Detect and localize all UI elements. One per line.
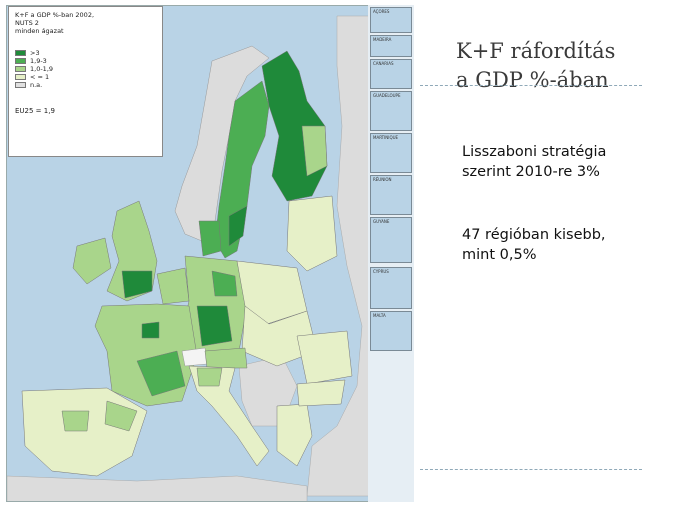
legend-item-label: < = 1 <box>30 73 50 81</box>
legend-item: >3 <box>15 49 156 57</box>
legend-title-line-2: NUTS 2 <box>15 19 39 27</box>
inset-guyane: GUYANE <box>370 217 412 263</box>
legend-title-line-3: minden ágazat <box>15 27 64 35</box>
legend-item-label: >3 <box>30 49 40 57</box>
inset-canarias: CANARIAS <box>370 59 412 89</box>
legend-item: 1,9-3 <box>15 57 156 65</box>
legend-item: n.a. <box>15 81 156 89</box>
bottom-divider <box>420 469 642 470</box>
regions-below-line-1: 47 régióban kisebb, <box>462 227 606 243</box>
regions-below-line-2: mint 0,5% <box>462 247 537 263</box>
legend-title-line-1: K+F a GDP %-ban 2002, <box>15 11 95 19</box>
legend-swatch <box>15 50 26 56</box>
legend-swatch <box>15 74 26 80</box>
inset-label: AÇORES <box>373 9 390 14</box>
inset-label: CANARIAS <box>373 61 394 66</box>
inset-label: GUADELOUPE <box>373 93 401 98</box>
slide-title-line-1: K+F ráfordítás <box>456 39 616 63</box>
inset-reunion: RÉUNION <box>370 175 412 215</box>
legend-items: >3 1,9-3 1,0-1,9 < = 1 n.a. <box>15 49 156 89</box>
lisbon-strategy-text: Lisszaboni stratégia szerint 2010-re 3% <box>462 142 606 182</box>
inset-martinique: MARTINIQUE <box>370 133 412 173</box>
inset-madeira: MADEIRA <box>370 35 412 57</box>
inset-label: GUYANE <box>373 219 390 224</box>
legend-swatch <box>15 82 26 88</box>
eu-average-note: EU25 = 1,9 <box>15 107 55 115</box>
inset-guadeloupe: GUADELOUPE <box>370 91 412 131</box>
legend-swatch <box>15 66 26 72</box>
legend-item-label: 1,0-1,9 <box>30 65 54 73</box>
legend-swatch <box>15 58 26 64</box>
map-legend: K+F a GDP %-ban 2002, NUTS 2 minden ágaz… <box>8 6 163 157</box>
legend-item-label: 1,9-3 <box>30 57 47 65</box>
inset-acores: AÇORES <box>370 7 412 33</box>
inset-malta: MALTA <box>370 311 412 351</box>
inset-label: CYPRUS <box>373 269 389 274</box>
inset-label: MALTA <box>373 313 386 318</box>
inset-cyprus: CYPRUS <box>370 267 412 309</box>
inset-maps-column: AÇORES MADEIRA CANARIAS GUADELOUPE MARTI… <box>368 5 414 502</box>
lisbon-strategy-line-1: Lisszaboni stratégia <box>462 144 607 160</box>
inset-label: MARTINIQUE <box>373 135 399 140</box>
inset-label: RÉUNION <box>373 177 392 182</box>
lisbon-strategy-line-2: szerint 2010-re 3% <box>462 164 600 180</box>
title-divider <box>420 85 642 86</box>
inset-label: MADEIRA <box>373 37 392 42</box>
slide-title-line-2: a GDP %-ában <box>456 68 609 92</box>
legend-item: 1,0-1,9 <box>15 65 156 73</box>
regions-below-text: 47 régióban kisebb, mint 0,5% <box>462 225 606 265</box>
slide-title: K+F ráfordítás a GDP %-ában <box>456 37 615 95</box>
legend-item: < = 1 <box>15 73 156 81</box>
legend-item-label: n.a. <box>30 81 43 89</box>
